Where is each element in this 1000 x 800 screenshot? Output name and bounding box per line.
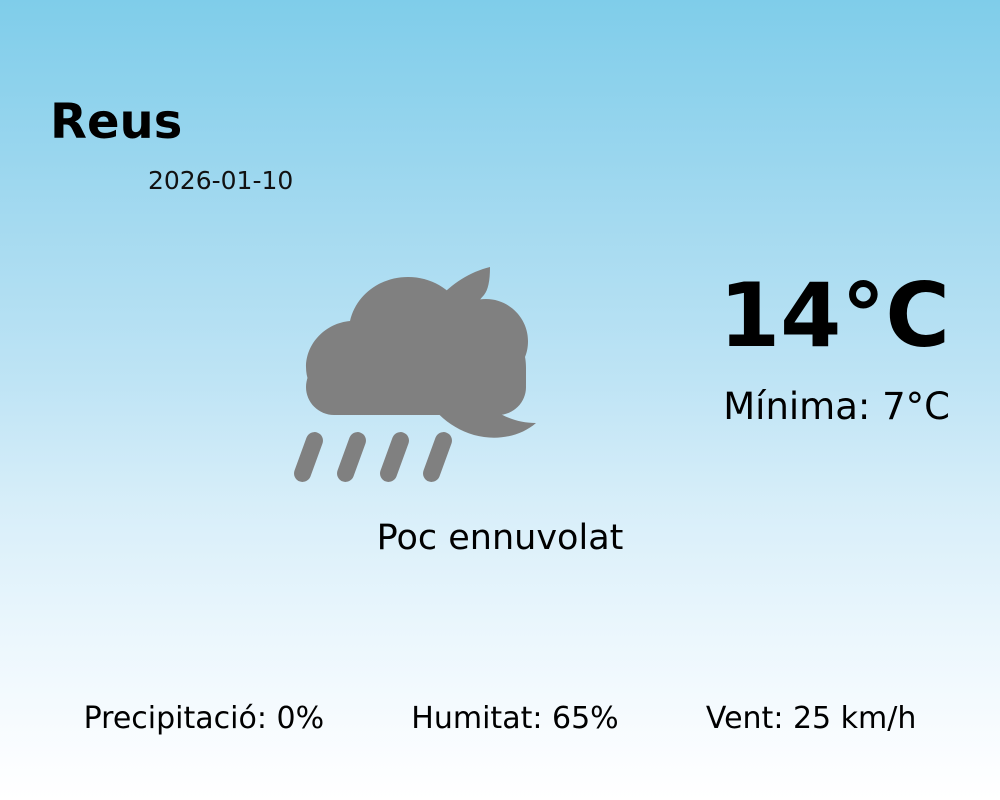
stat-precipitation: Precipitació: 0% [83, 701, 325, 736]
rain-streak-2 [337, 432, 366, 482]
stat-wind: Vent: 25 km/h [705, 701, 917, 736]
city-name: Reus [50, 94, 183, 150]
rain-streak-1 [294, 432, 323, 482]
minimum-temperature: Mínima: 7°C [723, 385, 950, 428]
weather-icon-graphic [294, 267, 536, 482]
rain-streak-3 [380, 432, 409, 482]
current-temperature: 14°C [718, 264, 950, 367]
weather-condition-label: Poc ennuvolat [376, 518, 624, 558]
cloud-base [306, 359, 526, 415]
cloud-moon-rain-icon [290, 255, 545, 485]
rain-streak-4 [423, 432, 452, 482]
stats-row: Precipitació: 0% Humitat: 65% Vent: 25 k… [0, 699, 1000, 739]
stat-humidity: Humitat: 65% [411, 701, 619, 736]
forecast-date: 2026-01-10 [148, 166, 294, 195]
